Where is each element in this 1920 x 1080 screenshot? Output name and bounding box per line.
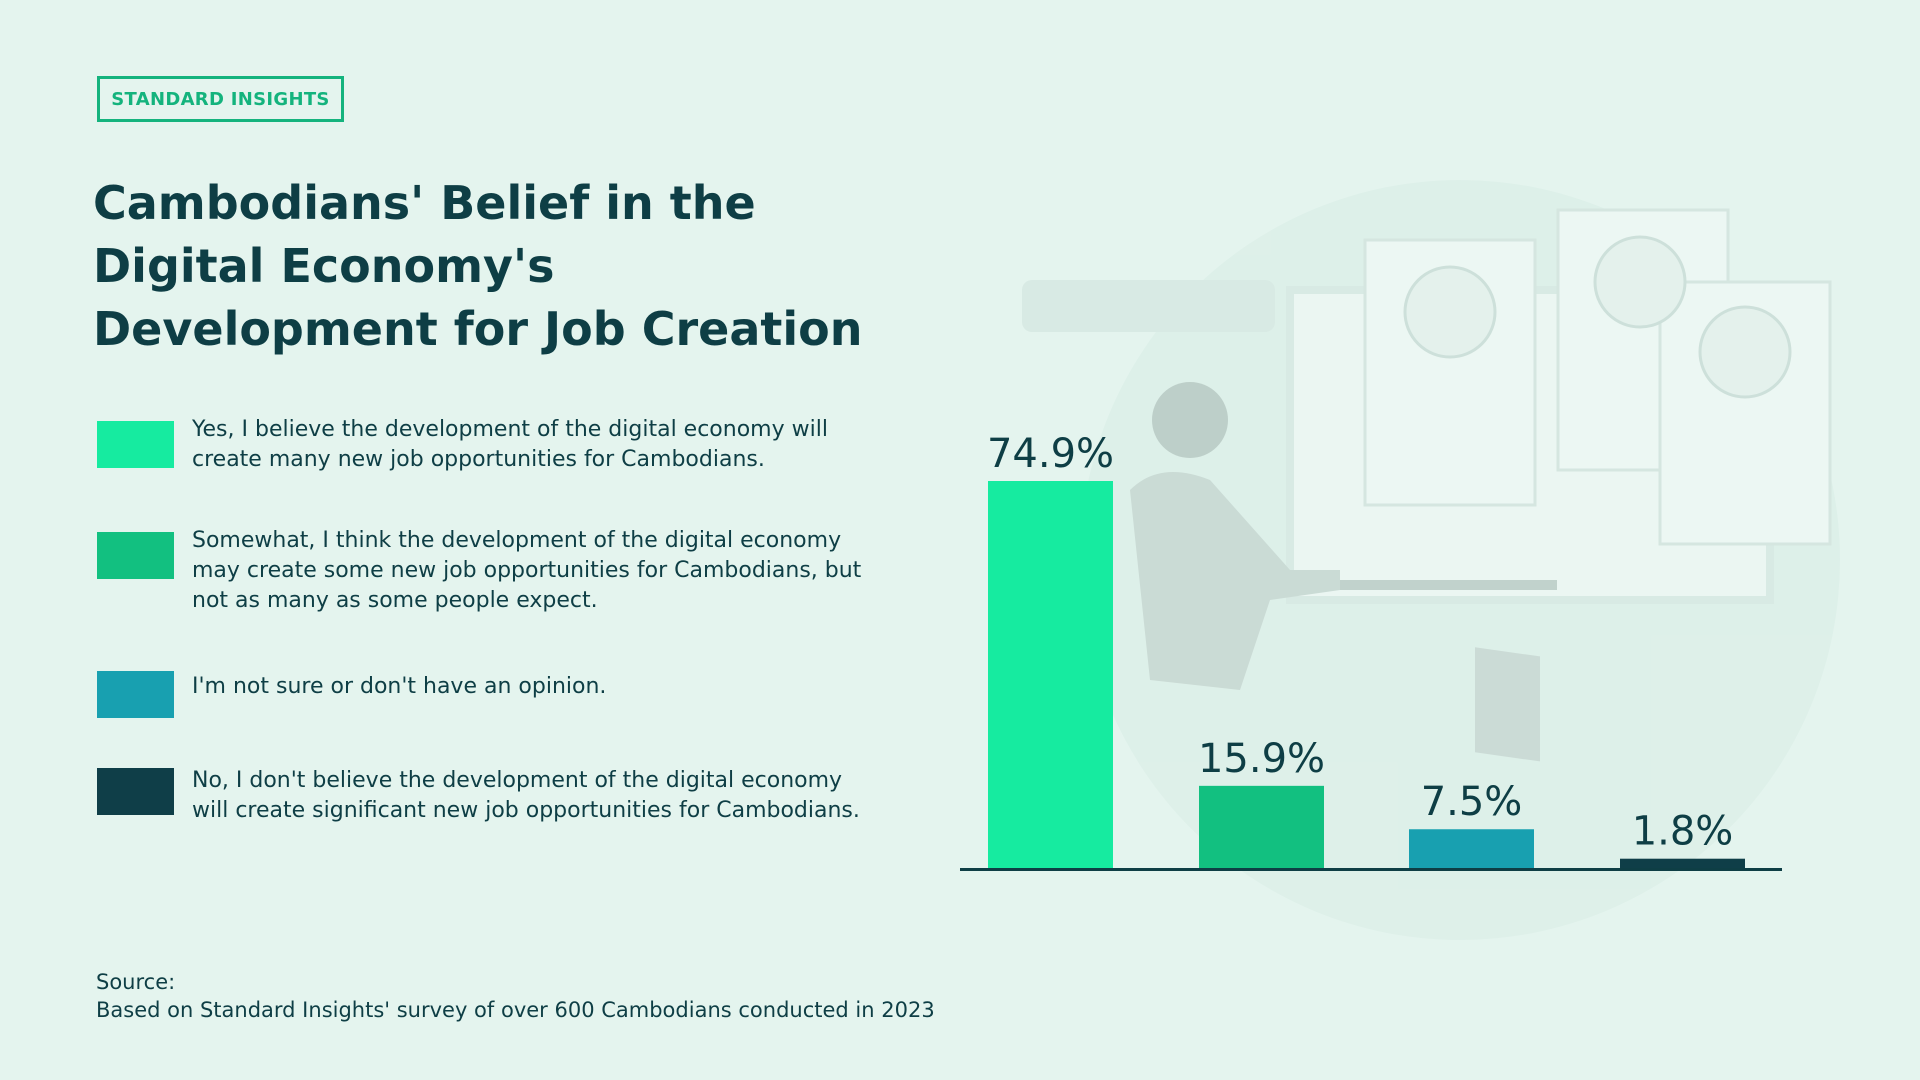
- desk: [1335, 580, 1557, 590]
- laptop: [1475, 647, 1540, 762]
- legend-label: Yes, I believe the development of the di…: [192, 417, 828, 472]
- legend-label: Somewhat, I think the development of the…: [192, 528, 862, 613]
- bar: [1620, 858, 1745, 868]
- legend-swatch: [97, 768, 174, 815]
- legend-swatch: [97, 421, 174, 468]
- chart-title: Cambodians' Belief in the Digital Econom…: [93, 176, 863, 356]
- legend-swatch: [97, 671, 174, 718]
- value-label: 1.8%: [1632, 809, 1734, 855]
- brand-tag: STANDARD INSIGHTS: [97, 76, 344, 122]
- bar: [988, 481, 1113, 868]
- avatar: [1403, 265, 1497, 359]
- source-label: Source:: [96, 970, 176, 994]
- legend-label: No, I don't believe the development of t…: [192, 768, 860, 823]
- value-label: 7.5%: [1421, 779, 1523, 825]
- illustration: [1022, 180, 1840, 940]
- avatar: [1698, 305, 1792, 399]
- value-label: 74.9%: [987, 431, 1114, 477]
- value-label: 15.9%: [1198, 736, 1325, 782]
- search-bar: [1022, 280, 1275, 332]
- avatar: [1593, 235, 1687, 329]
- bar: [1409, 829, 1534, 868]
- source-text: Based on Standard Insights' survey of ov…: [96, 998, 935, 1022]
- person-body: [1130, 472, 1340, 690]
- bar: [1199, 785, 1324, 868]
- legend-label: I'm not sure or don't have an opinion.: [192, 674, 607, 699]
- legend-swatch: [97, 532, 174, 579]
- person-head: [1152, 382, 1228, 458]
